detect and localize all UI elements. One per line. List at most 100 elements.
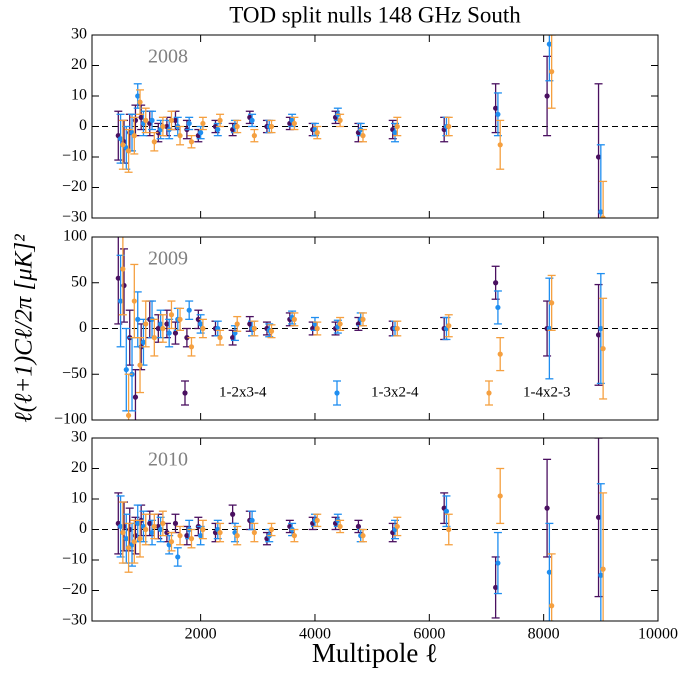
point bbox=[186, 120, 192, 127]
y-tick-label: −20 bbox=[62, 581, 87, 598]
point bbox=[314, 517, 320, 523]
y-tick-label: −50 bbox=[62, 365, 87, 382]
point bbox=[138, 114, 144, 120]
x-tick-label: 2000 bbox=[185, 626, 217, 643]
legend-label: 1-3x2-4 bbox=[371, 384, 419, 400]
point bbox=[172, 330, 179, 336]
point bbox=[337, 321, 343, 327]
point bbox=[230, 335, 236, 341]
point bbox=[125, 148, 132, 154]
point bbox=[160, 123, 166, 130]
point bbox=[131, 298, 137, 304]
year-label: 2008 bbox=[148, 46, 188, 68]
point bbox=[184, 533, 190, 539]
point bbox=[291, 316, 297, 322]
point bbox=[177, 133, 183, 139]
point bbox=[115, 275, 121, 281]
point bbox=[443, 508, 450, 514]
point bbox=[600, 346, 606, 352]
point bbox=[125, 545, 132, 551]
point bbox=[137, 362, 143, 368]
point bbox=[215, 126, 221, 133]
x-tick-label: 4000 bbox=[299, 626, 331, 643]
plot-area bbox=[114, 237, 608, 420]
point bbox=[394, 325, 400, 332]
point bbox=[446, 123, 452, 130]
point bbox=[188, 536, 195, 542]
point bbox=[251, 529, 257, 536]
point bbox=[172, 117, 179, 123]
point bbox=[137, 99, 143, 105]
point bbox=[217, 335, 223, 341]
point bbox=[230, 511, 236, 517]
y-tick-label: 0 bbox=[79, 520, 87, 537]
point bbox=[360, 533, 366, 539]
point bbox=[143, 321, 149, 327]
point bbox=[117, 136, 124, 142]
y-tick-label: 0 bbox=[79, 319, 87, 336]
point bbox=[158, 321, 164, 327]
point bbox=[117, 523, 124, 530]
year-label: 2010 bbox=[148, 449, 188, 471]
y-tick-label: 10 bbox=[71, 87, 87, 104]
point bbox=[546, 569, 552, 575]
plot-area bbox=[114, 438, 608, 621]
point bbox=[497, 493, 503, 499]
point bbox=[135, 316, 141, 322]
x-tick-label: 10000 bbox=[638, 626, 678, 643]
point bbox=[168, 539, 175, 545]
point bbox=[234, 321, 240, 327]
point bbox=[131, 133, 137, 139]
point bbox=[595, 332, 602, 338]
point bbox=[120, 142, 126, 148]
point bbox=[135, 520, 141, 527]
y-tick-label: 10 bbox=[71, 490, 87, 507]
point bbox=[549, 603, 555, 609]
point bbox=[160, 520, 166, 527]
y-tick-label: 20 bbox=[71, 56, 87, 73]
point bbox=[392, 130, 398, 136]
point bbox=[143, 526, 149, 533]
point bbox=[268, 526, 275, 533]
point bbox=[131, 539, 137, 545]
y-tick-label: 20 bbox=[71, 459, 87, 476]
legend-label: 1-2x3-4 bbox=[219, 384, 267, 400]
plot-frame bbox=[91, 34, 659, 219]
point bbox=[497, 351, 503, 357]
point bbox=[251, 133, 257, 139]
point bbox=[200, 325, 206, 332]
point bbox=[168, 312, 175, 318]
x-axis-label: Multipole ℓ bbox=[312, 638, 438, 668]
point bbox=[198, 321, 204, 327]
point bbox=[177, 316, 183, 322]
point bbox=[394, 123, 400, 130]
x-tick-label: 8000 bbox=[528, 626, 560, 643]
y-tick-label: −100 bbox=[54, 411, 87, 428]
legend-marker bbox=[334, 390, 340, 396]
point bbox=[544, 93, 550, 99]
point bbox=[493, 584, 499, 591]
point bbox=[149, 529, 155, 536]
y-tick-label: −10 bbox=[62, 551, 87, 568]
point bbox=[151, 523, 157, 530]
point bbox=[200, 120, 206, 127]
point bbox=[132, 117, 139, 123]
point bbox=[164, 529, 170, 536]
x-tick-label: 6000 bbox=[413, 626, 445, 643]
point bbox=[117, 298, 124, 304]
point bbox=[249, 117, 255, 123]
point bbox=[291, 533, 297, 539]
y-tick-label: −10 bbox=[62, 148, 87, 165]
y-axis-label: ℓ(ℓ+1)Cℓ/2π [μK]² bbox=[11, 234, 38, 423]
point bbox=[234, 123, 240, 130]
point bbox=[123, 367, 129, 373]
point bbox=[595, 514, 602, 520]
point bbox=[198, 130, 204, 136]
y-tick-label: −30 bbox=[62, 612, 87, 629]
point bbox=[268, 328, 275, 334]
point bbox=[175, 554, 181, 560]
point bbox=[177, 533, 183, 539]
point bbox=[186, 307, 192, 313]
point bbox=[314, 130, 320, 136]
